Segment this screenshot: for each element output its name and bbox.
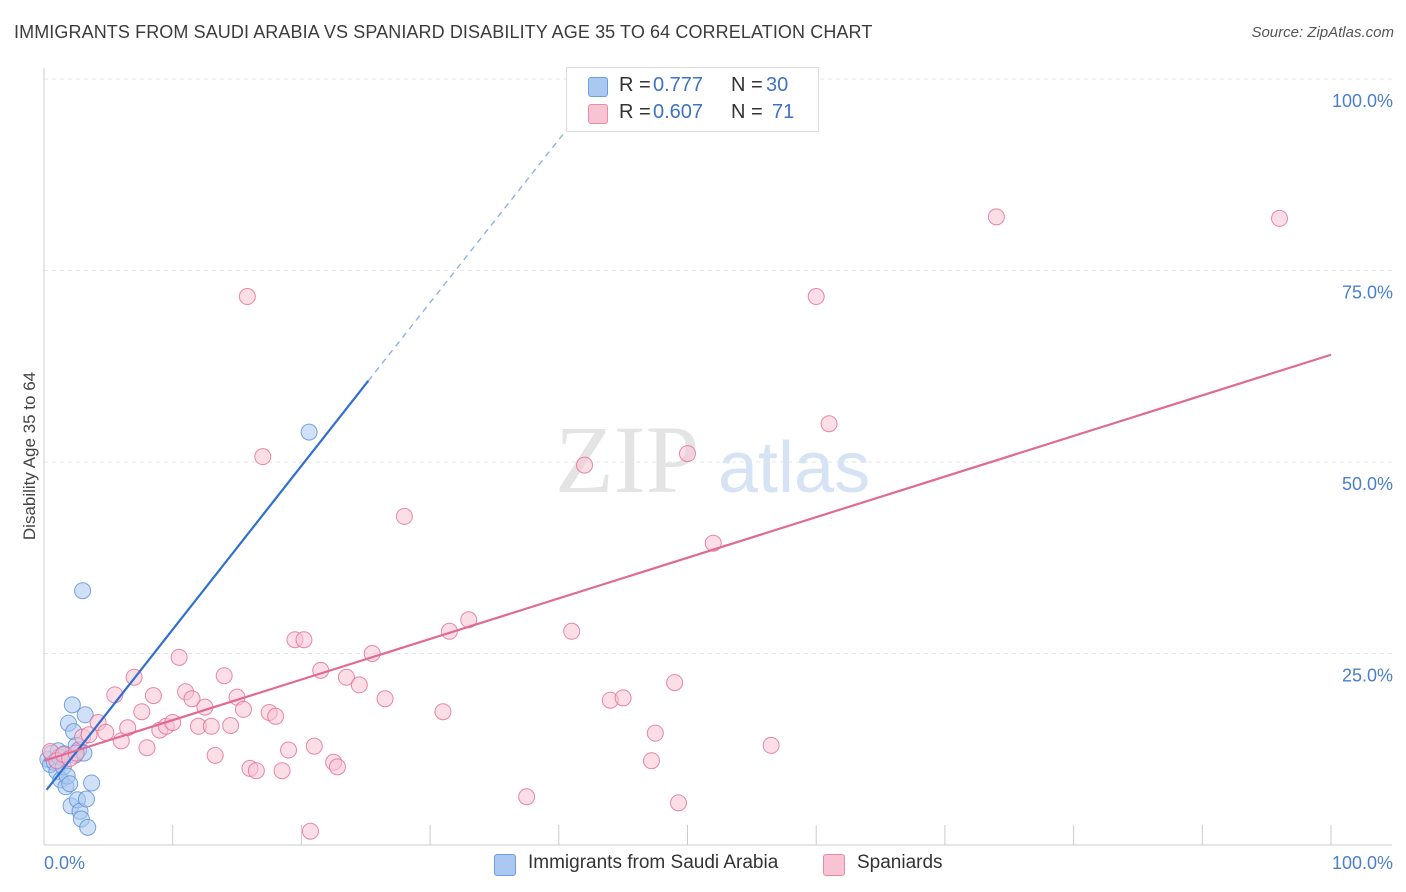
spaniard-point <box>328 758 346 776</box>
legend-swatch-spaniards <box>588 104 608 124</box>
legend-n-label: N = <box>731 74 763 96</box>
axis-labels: Disability Age 35 to 64 25.0% 50.0% 75.0% 1… <box>20 91 1393 873</box>
saudi-point <box>76 706 94 724</box>
axes <box>43 68 1392 846</box>
spaniard-point <box>138 739 156 757</box>
legend-r-label: R = <box>619 101 651 123</box>
spaniard-point <box>762 736 780 754</box>
spaniard-point <box>642 752 660 770</box>
saudi-point <box>83 774 101 792</box>
x-tick-label-min: 0.0% <box>44 853 85 873</box>
y-tick-label: 25.0% <box>1342 666 1393 686</box>
spaniard-point <box>133 703 151 721</box>
spaniard-point <box>206 746 224 764</box>
trend-lines <box>43 111 1332 791</box>
bottom-legend-label-saudi: Immigrants from Saudi Arabia <box>528 852 779 873</box>
saudi-point <box>77 790 95 808</box>
spaniard-point <box>807 288 825 306</box>
y-tick-label: 100.0% <box>1332 91 1393 111</box>
source-label: Source: ZipAtlas.com <box>1251 24 1394 41</box>
spaniard-point <box>987 208 1005 226</box>
legend-r-value: 0.777 <box>653 74 704 96</box>
spaniard-point <box>576 456 594 474</box>
spaniard-point <box>144 687 162 705</box>
spaniard-point <box>119 719 137 737</box>
spaniard-point <box>247 762 265 780</box>
spaniard-point <box>301 822 319 840</box>
spaniard-point <box>679 445 696 463</box>
saudi-point <box>74 582 92 600</box>
spaniard-point <box>254 448 272 466</box>
bottom-legend-label-spaniards: Spaniards <box>857 852 943 873</box>
spaniard-point <box>518 788 536 806</box>
saudi-point <box>61 775 79 793</box>
spaniard-point <box>704 534 722 552</box>
saudi-point <box>79 818 97 836</box>
spaniard-point <box>563 622 581 640</box>
spaniard-point <box>669 794 687 812</box>
bottom-legend-swatch-spaniards <box>823 854 845 876</box>
spaniard-point <box>273 762 291 780</box>
spaniard-point <box>820 415 838 433</box>
spaniard-point <box>434 703 452 721</box>
x-tick-label-max: 100.0% <box>1332 853 1393 873</box>
spaniard-trend-line <box>43 353 1332 762</box>
legend-row-saudi: R = 0.777 N = 30 <box>567 74 818 100</box>
chart-title: IMMIGRANTS FROM SAUDI ARABIA VS SPANIARD… <box>14 22 873 42</box>
y-tick-label: 50.0% <box>1342 474 1393 494</box>
y-tick-label: 75.0% <box>1342 283 1393 303</box>
spaniard-point <box>222 717 240 735</box>
legend-r-label: R = <box>619 74 651 96</box>
spaniard-point <box>183 690 201 708</box>
spaniard-point <box>280 741 298 759</box>
correlation-legend: R = 0.777 N = 30 R = 0.607 N = 71 <box>566 67 819 132</box>
saudi-point <box>63 696 81 714</box>
spaniard-point <box>376 690 394 708</box>
spaniard-point <box>202 717 220 735</box>
spaniard-point <box>337 668 355 686</box>
saudi-trend-extension <box>367 111 582 382</box>
saudi-trend-line <box>45 380 370 791</box>
bottom-legend-swatch-saudi <box>494 854 516 876</box>
legend-r-value: 0.607 <box>653 101 704 123</box>
saudi-point <box>300 423 318 441</box>
spaniard-point <box>234 700 252 718</box>
spaniard-point <box>614 689 632 707</box>
spaniard-point <box>350 676 368 694</box>
spaniard-point <box>295 631 313 649</box>
spaniard-point <box>238 288 256 306</box>
y-axis-label: Disability Age 35 to 64 <box>20 372 39 540</box>
watermark-atlas: atlas <box>718 428 870 508</box>
spaniard-point <box>170 648 188 666</box>
legend-n-label: N = <box>731 101 763 123</box>
spaniard-point <box>395 507 413 525</box>
legend-n-value: 30 <box>766 74 789 96</box>
spaniard-point <box>305 737 323 755</box>
data-points <box>39 208 1289 840</box>
spaniard-point <box>215 667 233 685</box>
spaniard-point <box>97 723 115 741</box>
spaniard-point <box>267 707 285 725</box>
legend-row-spaniards: R = 0.607 N = 71 <box>567 101 818 127</box>
grid-lines <box>44 78 1392 654</box>
legend-n-value: 71 <box>772 101 795 123</box>
spaniard-point <box>646 724 664 742</box>
spaniard-point <box>1271 209 1289 227</box>
watermark-zip: ZIP <box>555 406 699 513</box>
spaniard-point <box>666 674 684 692</box>
legend-swatch-saudi <box>588 77 608 97</box>
